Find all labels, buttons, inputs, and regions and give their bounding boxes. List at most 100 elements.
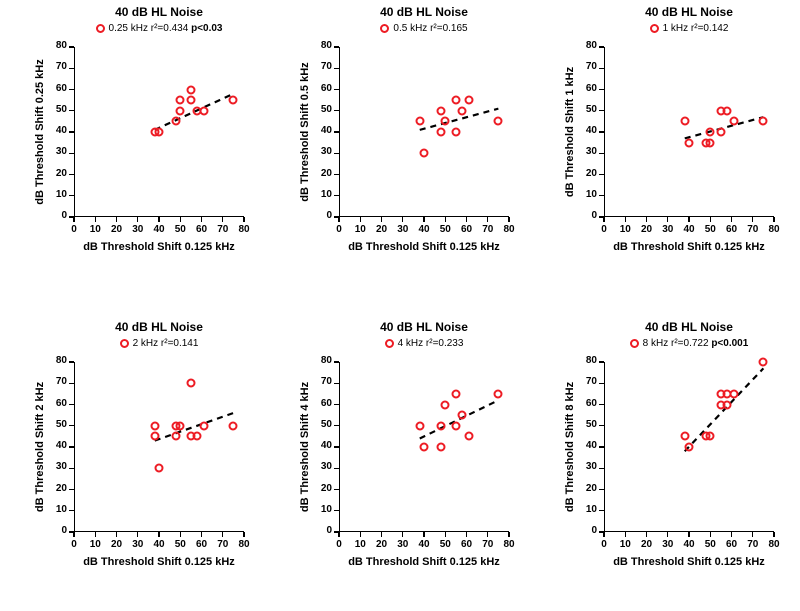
x-tick bbox=[381, 532, 382, 537]
chart-title: 40 dB HL Noise bbox=[74, 320, 244, 334]
chart-legend: 2 kHz r²=0.141 bbox=[74, 338, 244, 349]
data-point bbox=[193, 432, 202, 441]
data-point bbox=[155, 464, 164, 473]
y-tick-label: 40 bbox=[575, 125, 597, 136]
y-tick-label: 30 bbox=[575, 146, 597, 157]
data-point bbox=[729, 389, 738, 398]
y-tick-label: 70 bbox=[45, 61, 67, 72]
x-tick bbox=[487, 217, 488, 222]
x-tick-label: 80 bbox=[232, 224, 256, 235]
y-tick-label: 30 bbox=[45, 461, 67, 472]
y-tick-label: 10 bbox=[310, 189, 332, 200]
plot-area: 0102030405060708001020304050607080 bbox=[339, 362, 509, 532]
x-tick bbox=[95, 532, 96, 537]
data-point bbox=[706, 138, 715, 147]
x-tick bbox=[243, 532, 244, 537]
x-tick bbox=[180, 217, 181, 222]
x-tick bbox=[201, 217, 202, 222]
legend-marker-icon bbox=[380, 24, 389, 33]
chart-title: 40 dB HL Noise bbox=[339, 5, 509, 19]
x-tick bbox=[508, 532, 509, 537]
y-tick-label: 70 bbox=[575, 61, 597, 72]
chart-panel: 40 dB HL Noise1 kHz r²=0.142010203040506… bbox=[550, 5, 800, 285]
data-point bbox=[176, 106, 185, 115]
legend-label: 8 kHz r²=0.722 p<0.001 bbox=[643, 338, 749, 349]
x-tick bbox=[338, 532, 339, 537]
y-tick-label: 80 bbox=[310, 40, 332, 51]
data-point bbox=[150, 421, 159, 430]
data-point bbox=[441, 117, 450, 126]
x-tick bbox=[95, 217, 96, 222]
x-tick bbox=[116, 217, 117, 222]
y-tick-label: 60 bbox=[310, 83, 332, 94]
y-tick-label: 70 bbox=[310, 61, 332, 72]
x-tick bbox=[646, 532, 647, 537]
figure: 40 dB HL Noise0.25 kHz r²=0.434 p<0.0301… bbox=[0, 0, 800, 611]
plot-area: 0102030405060708001020304050607080 bbox=[74, 47, 244, 217]
data-point bbox=[176, 96, 185, 105]
y-tick-label: 40 bbox=[45, 125, 67, 136]
legend-label: 0.25 kHz r²=0.434 p<0.03 bbox=[109, 23, 223, 34]
x-tick bbox=[688, 532, 689, 537]
data-point bbox=[415, 117, 424, 126]
chart-title: 40 dB HL Noise bbox=[339, 320, 509, 334]
legend-label: 2 kHz r²=0.141 bbox=[133, 338, 199, 349]
x-tick bbox=[773, 532, 774, 537]
x-tick bbox=[158, 217, 159, 222]
data-point bbox=[706, 128, 715, 137]
y-tick-label: 10 bbox=[575, 189, 597, 200]
data-point bbox=[186, 379, 195, 388]
data-point bbox=[706, 432, 715, 441]
y-axis-label: dB Threshold Shift 0.25 kHz bbox=[34, 47, 46, 217]
x-tick bbox=[773, 217, 774, 222]
x-tick bbox=[667, 217, 668, 222]
x-tick bbox=[731, 532, 732, 537]
legend-label: 4 kHz r²=0.233 bbox=[398, 338, 464, 349]
y-tick-label: 60 bbox=[575, 83, 597, 94]
y-tick-label: 70 bbox=[45, 376, 67, 387]
data-point bbox=[229, 96, 238, 105]
data-point bbox=[172, 117, 181, 126]
plot-area: 0102030405060708001020304050607080 bbox=[339, 47, 509, 217]
data-point bbox=[716, 128, 725, 137]
chart-title: 40 dB HL Noise bbox=[74, 5, 244, 19]
legend-marker-icon bbox=[120, 339, 129, 348]
x-tick bbox=[222, 217, 223, 222]
y-axis-label: dB Threshold Shift 2 kHz bbox=[34, 362, 46, 532]
x-tick bbox=[667, 532, 668, 537]
x-tick bbox=[445, 532, 446, 537]
data-point bbox=[494, 117, 503, 126]
data-point bbox=[186, 85, 195, 94]
data-point bbox=[685, 443, 694, 452]
y-tick-label: 10 bbox=[45, 189, 67, 200]
legend-marker-icon bbox=[630, 339, 639, 348]
y-tick-label: 50 bbox=[45, 419, 67, 430]
y-tick-label: 10 bbox=[310, 504, 332, 515]
x-tick-label: 80 bbox=[762, 224, 786, 235]
chart-legend: 8 kHz r²=0.722 p<0.001 bbox=[604, 338, 774, 349]
x-axis-label: dB Threshold Shift 0.125 kHz bbox=[339, 241, 509, 253]
x-tick bbox=[466, 217, 467, 222]
legend-label: 1 kHz r²=0.142 bbox=[663, 23, 729, 34]
regression-line bbox=[74, 362, 244, 532]
chart-panel: 40 dB HL Noise0.5 kHz r²=0.1650102030405… bbox=[285, 5, 535, 285]
x-tick bbox=[646, 217, 647, 222]
y-tick-label: 10 bbox=[575, 504, 597, 515]
y-axis-label: dB Threshold Shift 0.5 kHz bbox=[299, 47, 311, 217]
chart-title: 40 dB HL Noise bbox=[604, 320, 774, 334]
data-point bbox=[186, 96, 195, 105]
y-tick-label: 20 bbox=[310, 483, 332, 494]
data-point bbox=[451, 128, 460, 137]
x-tick-label: 80 bbox=[762, 539, 786, 550]
x-tick bbox=[752, 217, 753, 222]
y-tick-label: 0 bbox=[45, 525, 67, 536]
data-point bbox=[155, 128, 164, 137]
data-point bbox=[723, 400, 732, 409]
x-axis-label: dB Threshold Shift 0.125 kHz bbox=[604, 241, 774, 253]
x-tick-label: 80 bbox=[232, 539, 256, 550]
data-point bbox=[199, 106, 208, 115]
x-tick bbox=[402, 217, 403, 222]
y-tick-label: 50 bbox=[45, 104, 67, 115]
data-point bbox=[420, 149, 429, 158]
x-axis-label: dB Threshold Shift 0.125 kHz bbox=[339, 556, 509, 568]
